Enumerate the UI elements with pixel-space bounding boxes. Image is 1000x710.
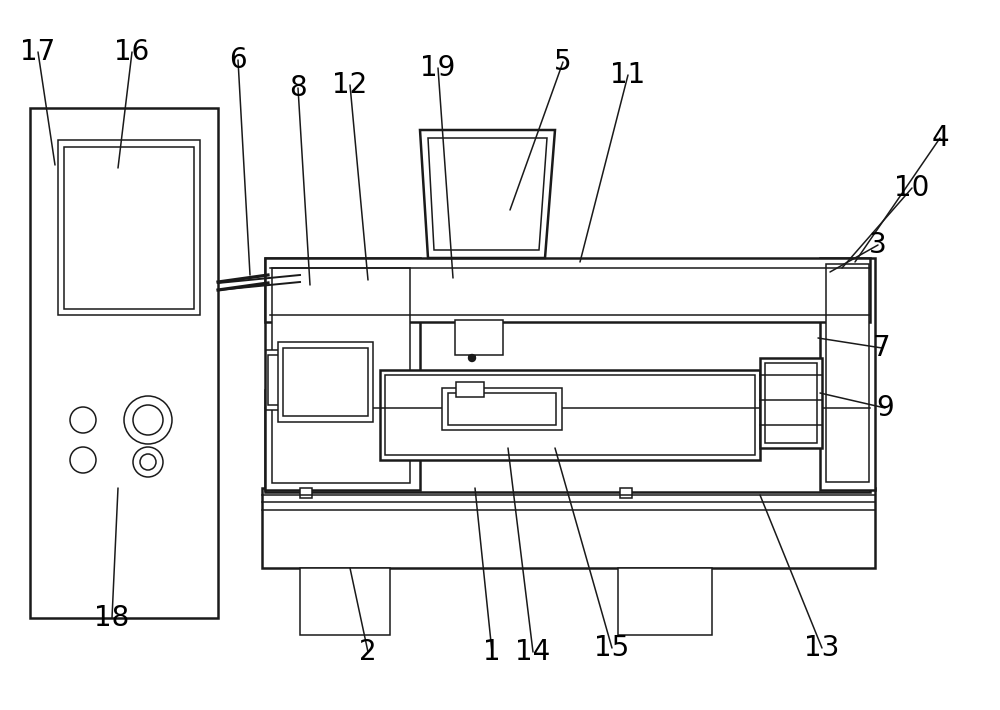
Bar [618,568,712,635]
Bar [266,350,296,410]
Text: 12: 12 [332,71,368,99]
Bar [826,264,869,482]
Bar [620,488,632,498]
Text: 13: 13 [804,634,840,662]
Bar [456,382,484,397]
Bar [64,147,194,309]
Bar [265,390,870,492]
Bar [272,268,410,483]
Bar [455,320,503,355]
Text: 1: 1 [483,638,501,666]
Bar [30,108,218,618]
Text: 2: 2 [359,638,377,666]
Bar [448,393,556,425]
Bar [278,342,373,422]
Text: 15: 15 [594,634,630,662]
Text: 8: 8 [289,74,307,102]
Text: 5: 5 [554,48,572,76]
Text: 19: 19 [420,54,456,82]
Bar [760,358,822,448]
Text: 17: 17 [20,38,56,66]
Bar [283,348,368,416]
Text: 7: 7 [873,334,891,362]
Text: 16: 16 [114,38,150,66]
Text: 6: 6 [229,46,247,74]
Text: 14: 14 [515,638,551,666]
Bar [265,258,420,490]
Bar [385,375,755,455]
Polygon shape [420,130,555,258]
Text: 4: 4 [931,124,949,152]
Text: 18: 18 [94,604,130,632]
Text: 9: 9 [876,394,894,422]
Bar [300,568,390,635]
Bar [262,488,875,568]
Bar [268,355,293,405]
Bar [380,370,760,460]
Text: 10: 10 [894,174,930,202]
Text: 3: 3 [869,231,887,259]
Bar [820,258,875,490]
Text: 11: 11 [610,61,646,89]
Bar [765,363,817,443]
Bar [442,388,562,430]
Bar [265,258,870,322]
Bar [58,140,200,315]
Circle shape [468,354,476,361]
Bar [300,488,312,498]
